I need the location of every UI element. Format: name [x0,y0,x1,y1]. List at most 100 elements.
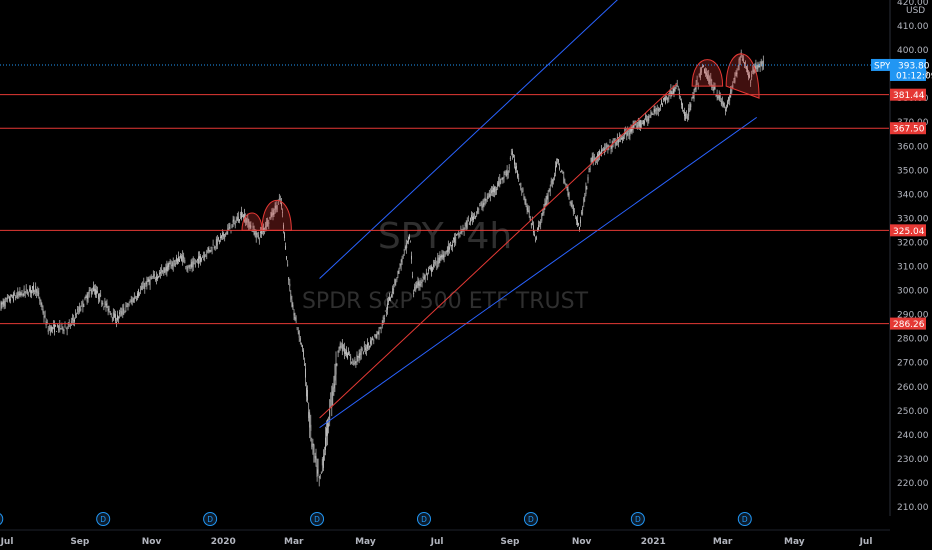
candle-body [580,219,581,224]
candle-body [110,313,112,315]
candle-body [317,469,319,474]
candle-body [90,289,92,295]
candle-body [395,282,397,284]
candle-body [625,131,627,134]
candle-body [286,256,287,260]
candle-body [587,177,589,181]
candle-body [381,323,383,326]
candle-body [742,58,744,63]
candle-body [340,346,342,348]
dividend-marker[interactable]: D [0,513,4,526]
candle-body [291,300,293,307]
candle-body [191,262,193,268]
candle-body [642,123,643,125]
candle-body [665,97,666,103]
candle-body [161,269,163,273]
candle-body [197,258,198,261]
candle-body [72,318,73,320]
candle-body [254,233,256,234]
candle-body [210,246,212,248]
candle-body [293,313,295,316]
candle-body [703,65,704,68]
candle-body [283,224,284,229]
candle-body [42,309,44,313]
candle-body [235,219,237,221]
current-symbol: SPY [874,61,891,71]
candle-body [0,302,2,310]
current-symbol-box [871,58,891,71]
candle-body [297,331,299,332]
dividend-marker[interactable]: D [203,512,218,526]
dividend-marker[interactable]: D [416,512,431,526]
candle-body [720,100,722,105]
currency-label: USD [906,6,925,16]
candle-body [612,141,614,143]
candle-body [23,288,25,296]
candle-body [590,157,592,162]
candle-body [262,228,263,231]
time-axis-background[interactable] [0,516,932,550]
candle-body [602,150,604,151]
candle-body [441,254,443,257]
candle-body [708,74,710,82]
candle-body [538,225,539,231]
candle-body [245,218,247,223]
candle-body [729,95,731,101]
candle-body [539,222,541,224]
candle-body [65,327,67,329]
candle-body [669,91,671,95]
y-tick-label: 330.00 [897,214,929,224]
candle-body [27,294,29,296]
candle-body [333,383,335,389]
dividend-marker[interactable]: D [96,512,111,526]
candle-body [428,269,429,271]
dividend-marker[interactable]: D [737,512,752,526]
candle-body [679,99,681,100]
candle-body [319,474,321,478]
candle-body [9,296,10,301]
candle-body [675,85,677,87]
y-tick-label: 340.00 [897,190,929,200]
y-tick-label: 210.00 [897,503,929,513]
candle-body [546,196,548,200]
candle-body [492,190,493,193]
candle-body [641,123,642,125]
candle-body [560,171,562,172]
candle-body [563,176,565,183]
candle-body [401,258,403,263]
candle-body [424,275,426,279]
dividend-marker-label: D [207,515,213,524]
candle-body [622,137,623,140]
candle-body [431,266,432,273]
candle-body [584,195,586,198]
candle-body [307,390,308,401]
candle-body [504,172,506,174]
candle-body [76,316,77,318]
candle-body [593,159,595,160]
candle-body [515,166,516,170]
candle-body [208,248,210,252]
candle-body [16,295,18,298]
candle-body [120,311,122,313]
candle-body [274,205,276,211]
candle-body [497,182,499,187]
dividend-marker[interactable]: D [630,512,645,526]
candle-body [303,350,304,357]
candle-body [105,304,107,307]
candle-body [158,276,159,277]
candle-body [32,286,33,289]
candle-body [483,202,485,205]
candle-body [747,68,748,73]
candle-body [214,246,216,249]
dividend-marker[interactable]: D [310,512,325,526]
price-axis-background[interactable] [890,0,932,516]
dividend-markers-layer: DDDDDDDD [0,512,752,526]
candle-body [298,331,300,338]
candle-body [239,219,240,221]
candle-body [348,352,349,355]
dividend-marker[interactable]: D [523,512,538,526]
candle-body [421,281,423,284]
candle-body [278,197,280,199]
candle-body [177,259,178,264]
